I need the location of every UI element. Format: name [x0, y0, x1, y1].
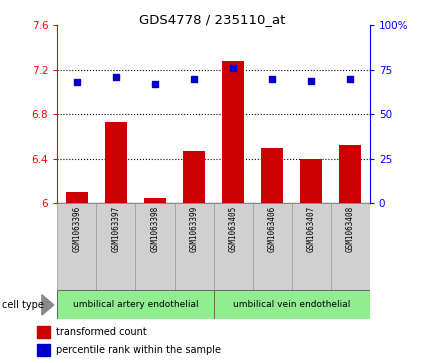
Text: GSM1063405: GSM1063405 — [229, 206, 238, 252]
Bar — [340, 146, 361, 203]
Bar — [57, 290, 213, 319]
Bar — [144, 198, 166, 203]
Bar — [57, 203, 96, 290]
Text: GSM1063408: GSM1063408 — [346, 206, 355, 252]
Text: GSM1063398: GSM1063398 — [150, 206, 159, 252]
Text: umbilical artery endothelial: umbilical artery endothelial — [73, 301, 198, 309]
Bar — [66, 192, 88, 203]
Point — [230, 65, 236, 71]
Bar — [331, 203, 370, 290]
Bar — [222, 61, 244, 203]
Bar — [261, 148, 283, 203]
Bar — [175, 203, 213, 290]
Polygon shape — [42, 295, 54, 315]
Bar — [37, 326, 50, 338]
Point — [308, 78, 314, 83]
Point — [113, 74, 119, 80]
Bar — [213, 203, 252, 290]
Bar — [213, 290, 370, 319]
Text: GDS4778 / 235110_at: GDS4778 / 235110_at — [139, 13, 286, 26]
Text: GSM1063407: GSM1063407 — [307, 206, 316, 252]
Bar — [136, 203, 175, 290]
Bar — [300, 159, 322, 203]
Bar — [292, 203, 331, 290]
Text: percentile rank within the sample: percentile rank within the sample — [56, 345, 221, 355]
Bar — [96, 203, 136, 290]
Bar — [37, 344, 50, 356]
Text: umbilical vein endothelial: umbilical vein endothelial — [233, 301, 350, 309]
Text: GSM1063396: GSM1063396 — [72, 206, 82, 252]
Text: GSM1063399: GSM1063399 — [190, 206, 198, 252]
Text: GSM1063397: GSM1063397 — [111, 206, 120, 252]
Bar — [252, 203, 292, 290]
Text: GSM1063406: GSM1063406 — [268, 206, 277, 252]
Text: cell type: cell type — [2, 300, 44, 310]
Point — [347, 76, 354, 82]
Point — [74, 79, 80, 85]
Text: transformed count: transformed count — [56, 327, 147, 337]
Point — [152, 81, 159, 87]
Point — [191, 76, 198, 82]
Bar — [183, 151, 205, 203]
Bar — [105, 122, 127, 203]
Point — [269, 76, 275, 82]
